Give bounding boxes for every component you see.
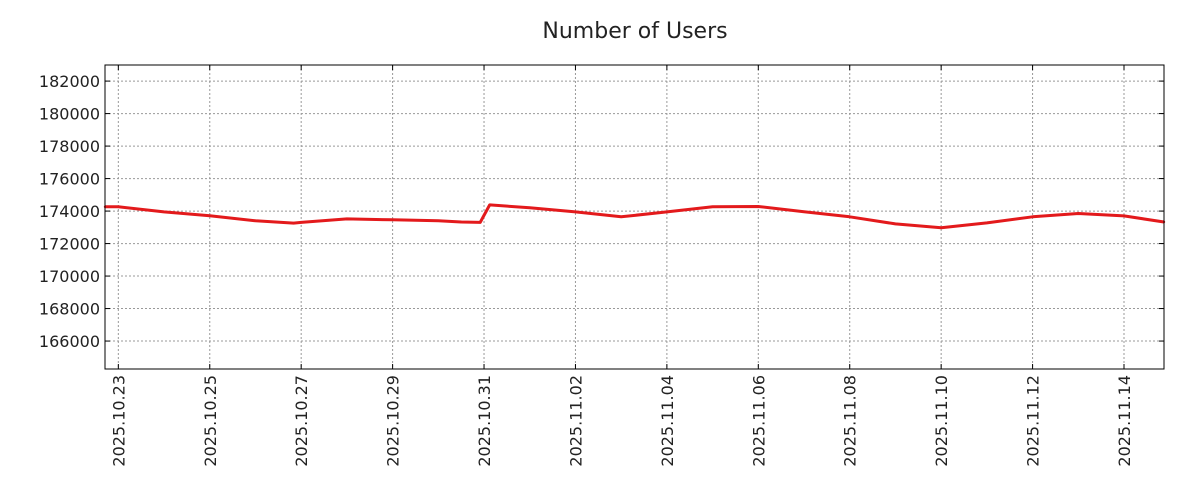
data-point [117,205,120,209]
data-point [162,210,166,214]
y-tick-label: 172000 [39,235,100,254]
data-point [479,221,482,224]
data-point [459,220,463,224]
series-line [105,203,1165,230]
data-point [528,206,531,210]
data-point [292,221,295,225]
data-point [1031,215,1034,218]
y-tick-label: 182000 [39,72,100,91]
data-point [1122,214,1126,218]
data-point [254,219,257,223]
x-tick-label: 2025.11.04 [658,375,677,467]
data-point [848,215,851,218]
y-tick-label: 178000 [39,137,100,156]
chart-title: Number of Users [542,19,727,44]
data-point [619,215,623,218]
data-point [345,217,349,221]
data-point [665,210,669,214]
y-tick-label: 174000 [39,202,100,221]
data-point [894,222,897,226]
series-layer [103,203,1166,230]
x-tick-label: 2025.11.08 [841,375,860,467]
data-point [437,219,440,223]
data-point [299,221,303,224]
y-tick-label: 170000 [39,267,100,286]
axis-ticks: 166000 168000 170000 172000 174000 176000 1780… [39,65,1164,467]
data-point [757,205,760,208]
y-tick-label: 168000 [39,300,100,319]
x-tick-label: 2025.11.10 [932,375,951,467]
x-tick-label: 2025.11.02 [566,375,585,467]
data-point [488,203,491,207]
x-tick-label: 2025.11.14 [1115,375,1134,467]
x-tick-label: 2025.10.25 [201,375,220,467]
x-tick-label: 2025.11.06 [749,375,768,467]
data-point [208,214,211,217]
y-tick-label: 166000 [39,332,100,351]
plot-frame [104,64,1165,370]
y-tick-label: 176000 [39,170,100,189]
data-point [939,226,943,230]
data-point [1077,212,1080,215]
x-tick-label: 2025.10.31 [475,375,494,467]
data-point [574,210,577,214]
data-point [985,221,989,225]
data-point [802,210,806,213]
data-point [711,205,714,209]
x-tick-label: 2025.10.23 [109,375,128,467]
x-tick-label: 2025.10.29 [384,375,403,467]
x-tick-label: 2025.10.27 [292,375,311,467]
data-point [391,218,394,222]
y-tick-label: 180000 [39,105,100,124]
x-tick-label: 2025.11.12 [1024,375,1043,467]
grid [105,65,1164,369]
